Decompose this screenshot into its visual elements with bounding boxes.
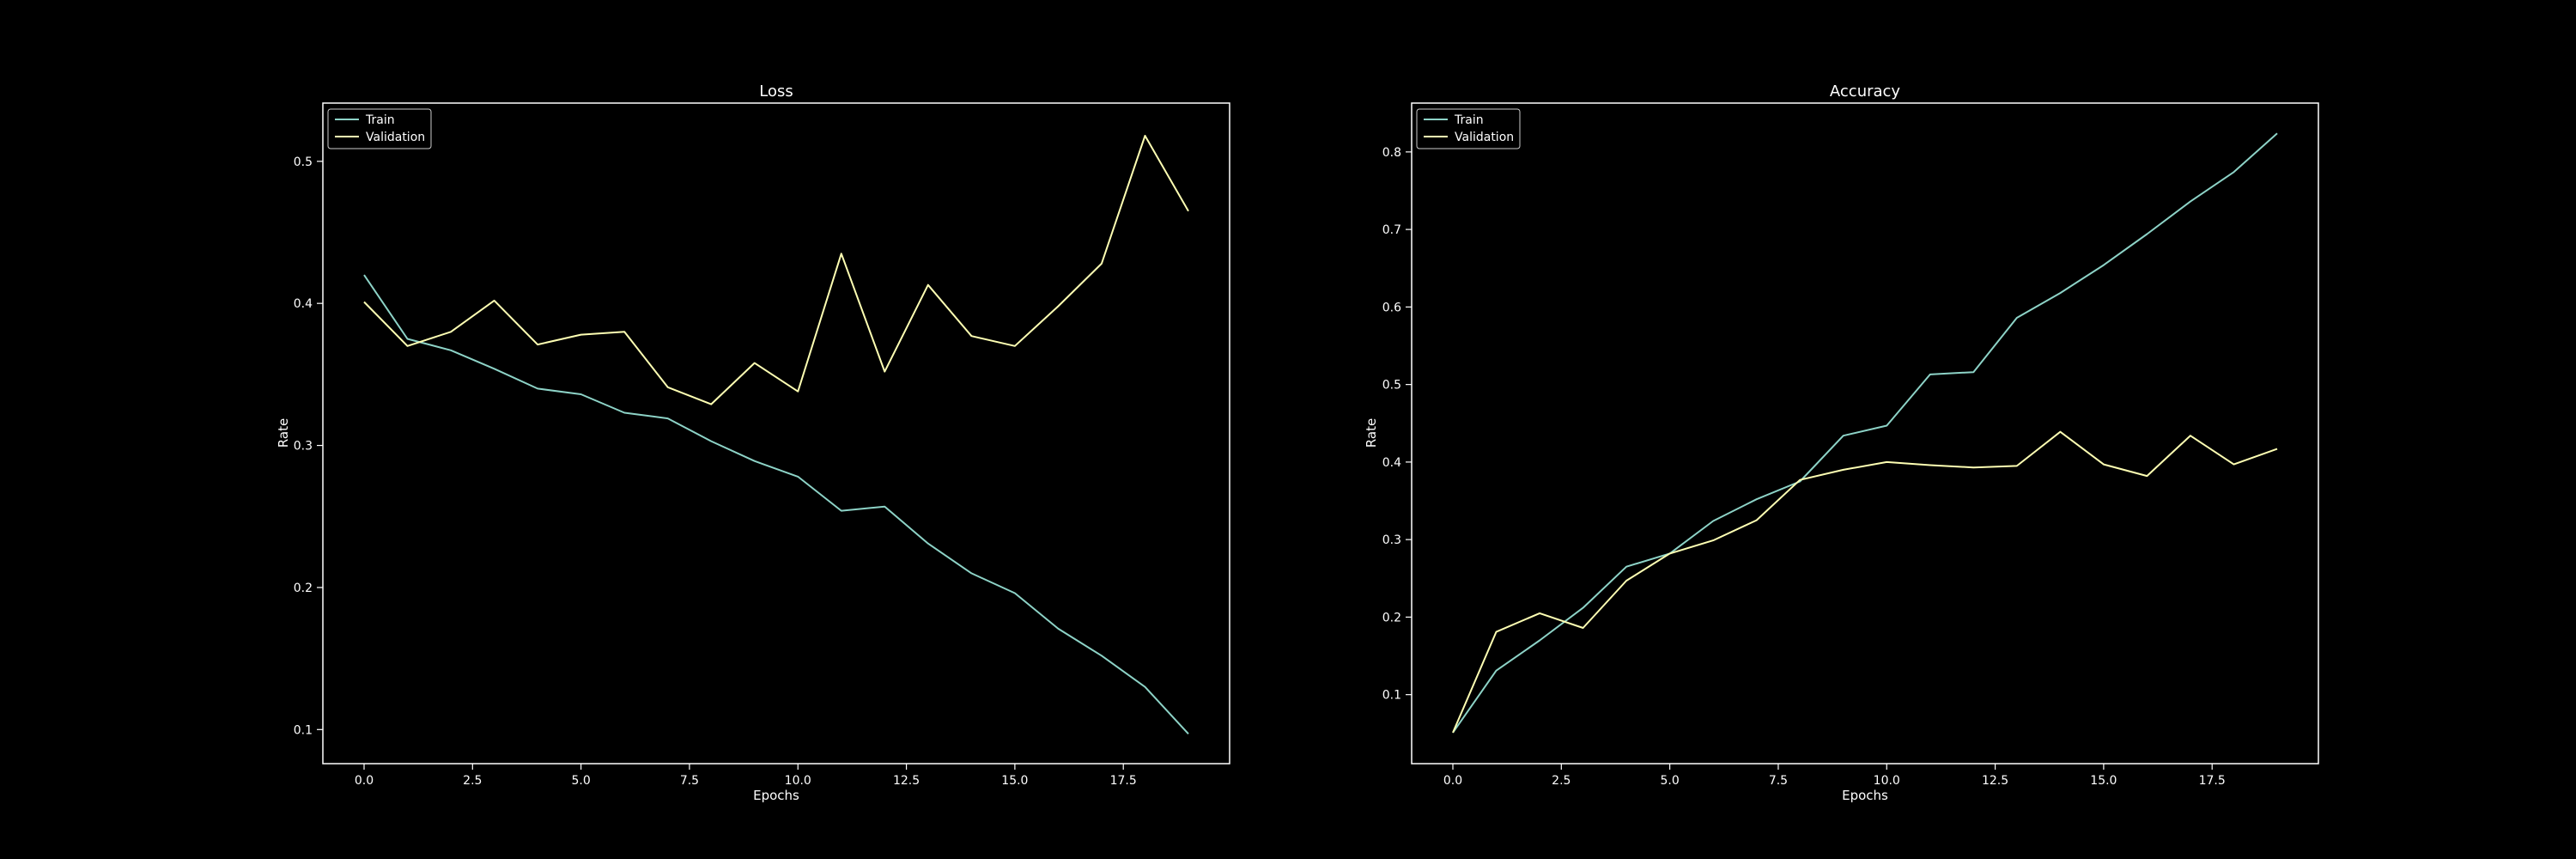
chart-accuracy-xticks: 0.0 2.5 5.0 7.5 10.0 12.5 15.0 17.5 — [1443, 764, 2226, 788]
chart-accuracy: Accuracy 0.0 2.5 5.0 7.5 10.0 12.5 15.0 17.5 0.… — [1364, 82, 2319, 803]
chart-accuracy-ytick-label: 0.8 — [1382, 146, 1401, 160]
chart-loss-plot-frame — [322, 102, 1230, 765]
chart-loss-ytick-label: 0.1 — [294, 723, 313, 737]
chart-loss-xtick-label: 7.5 — [680, 774, 699, 788]
chart-loss-ytick-label: 0.3 — [294, 440, 313, 454]
chart-accuracy-ytick-label: 0.2 — [1382, 611, 1401, 624]
chart-loss-xtick-label: 15.0 — [1001, 774, 1028, 788]
chart-loss-ytick-label: 0.2 — [294, 582, 313, 595]
chart-accuracy-xtick-label: 17.5 — [2199, 774, 2226, 788]
chart-accuracy-series — [1452, 132, 2278, 734]
chart-accuracy-xtick-label: 12.5 — [1982, 774, 2008, 788]
chart-accuracy-ytick-label: 0.7 — [1382, 223, 1401, 237]
chart-loss-xtick-label: 0.0 — [355, 774, 374, 788]
chart-accuracy-ytick-label: 0.6 — [1382, 301, 1401, 314]
chart-loss-ytick-label: 0.5 — [294, 155, 313, 169]
chart-accuracy-xtick-label: 10.0 — [1874, 774, 1900, 788]
chart-accuracy-ytick-label: 0.3 — [1382, 533, 1401, 547]
chart-accuracy-xtick-label: 15.0 — [2090, 774, 2117, 788]
chart-loss-series-train-line — [363, 274, 1189, 734]
chart-accuracy-xtick-label: 5.0 — [1660, 774, 1679, 788]
chart-loss-legend-validation-label: Validation — [366, 131, 425, 144]
chart-accuracy-series-validation-line — [1452, 430, 2278, 734]
chart-loss-xtick-label: 10.0 — [785, 774, 811, 788]
chart-accuracy-xtick-label: 2.5 — [1552, 774, 1571, 788]
chart-loss-legend-train-label: Train — [365, 113, 395, 127]
chart-accuracy-series-train-line — [1452, 132, 2278, 734]
chart-accuracy-xlabel: Epochs — [1842, 788, 1888, 803]
chart-loss-xticks: 0.0 2.5 5.0 7.5 10.0 12.5 15.0 17.5 — [355, 764, 1137, 788]
chart-accuracy-ytick-label: 0.1 — [1382, 689, 1401, 703]
chart-accuracy-yticks: 0.1 0.2 0.3 0.4 0.5 0.6 0.7 0.8 — [1382, 146, 1412, 703]
chart-loss-xlabel: Epochs — [753, 788, 799, 803]
chart-accuracy-xtick-label: 0.0 — [1443, 774, 1462, 788]
chart-loss-yticks: 0.1 0.2 0.3 0.4 0.5 — [294, 155, 323, 737]
chart-loss-ytick-label: 0.4 — [294, 297, 313, 311]
chart-loss-xtick-label: 5.0 — [571, 774, 590, 788]
chart-accuracy-ytick-label: 0.4 — [1382, 456, 1401, 470]
chart-accuracy-legend-train-label: Train — [1454, 113, 1484, 127]
chart-accuracy-legend-validation-label: Validation — [1455, 131, 1514, 144]
chart-loss-xtick-label: 17.5 — [1110, 774, 1137, 788]
chart-loss-series-validation-line — [363, 135, 1189, 405]
chart-accuracy-legend: Train Validation — [1416, 108, 1521, 149]
chart-loss-series — [363, 135, 1189, 734]
chart-accuracy-xtick-label: 7.5 — [1769, 774, 1788, 788]
chart-accuracy-title: Accuracy — [1830, 82, 1901, 101]
chart-loss-title: Loss — [759, 82, 793, 101]
chart-loss: Loss 0.0 2.5 5.0 7.5 10.0 12.5 15.0 17.5 0.1 0.2… — [276, 82, 1230, 803]
chart-loss-legend: Train Validation — [327, 108, 432, 149]
chart-loss-ylabel: Rate — [276, 418, 291, 448]
chart-accuracy-ytick-label: 0.5 — [1382, 379, 1401, 393]
chart-accuracy-plot-frame — [1411, 102, 2319, 765]
chart-loss-xtick-label: 12.5 — [893, 774, 920, 788]
chart-loss-xtick-label: 2.5 — [463, 774, 482, 788]
chart-accuracy-ylabel: Rate — [1364, 418, 1379, 448]
